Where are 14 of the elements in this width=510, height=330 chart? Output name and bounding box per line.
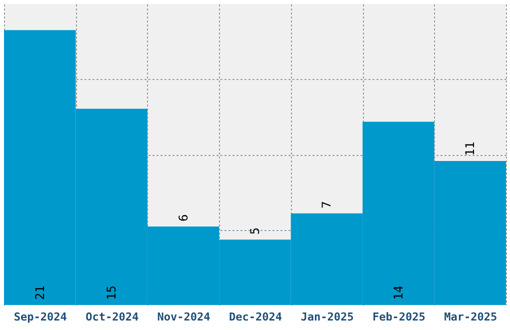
data-label: 15: [104, 286, 119, 300]
x-tick-label: Oct-2024: [86, 310, 139, 324]
data-label: 5: [248, 227, 262, 235]
x-tick-label: Jan-2025: [300, 310, 354, 324]
data-label: 14: [391, 286, 406, 300]
data-label: 6: [176, 214, 190, 222]
x-tick-label: Nov-2024: [157, 310, 211, 324]
data-label: 11: [463, 142, 478, 156]
data-label: 21: [32, 286, 47, 300]
x-tick-label: Dec-2024: [229, 310, 282, 324]
x-tick-label: Sep-2024: [14, 310, 68, 324]
data-label: 7: [320, 201, 334, 208]
x-tick-label: Feb-2025: [372, 310, 426, 324]
x-tick-label: Mar-2025: [444, 310, 498, 324]
